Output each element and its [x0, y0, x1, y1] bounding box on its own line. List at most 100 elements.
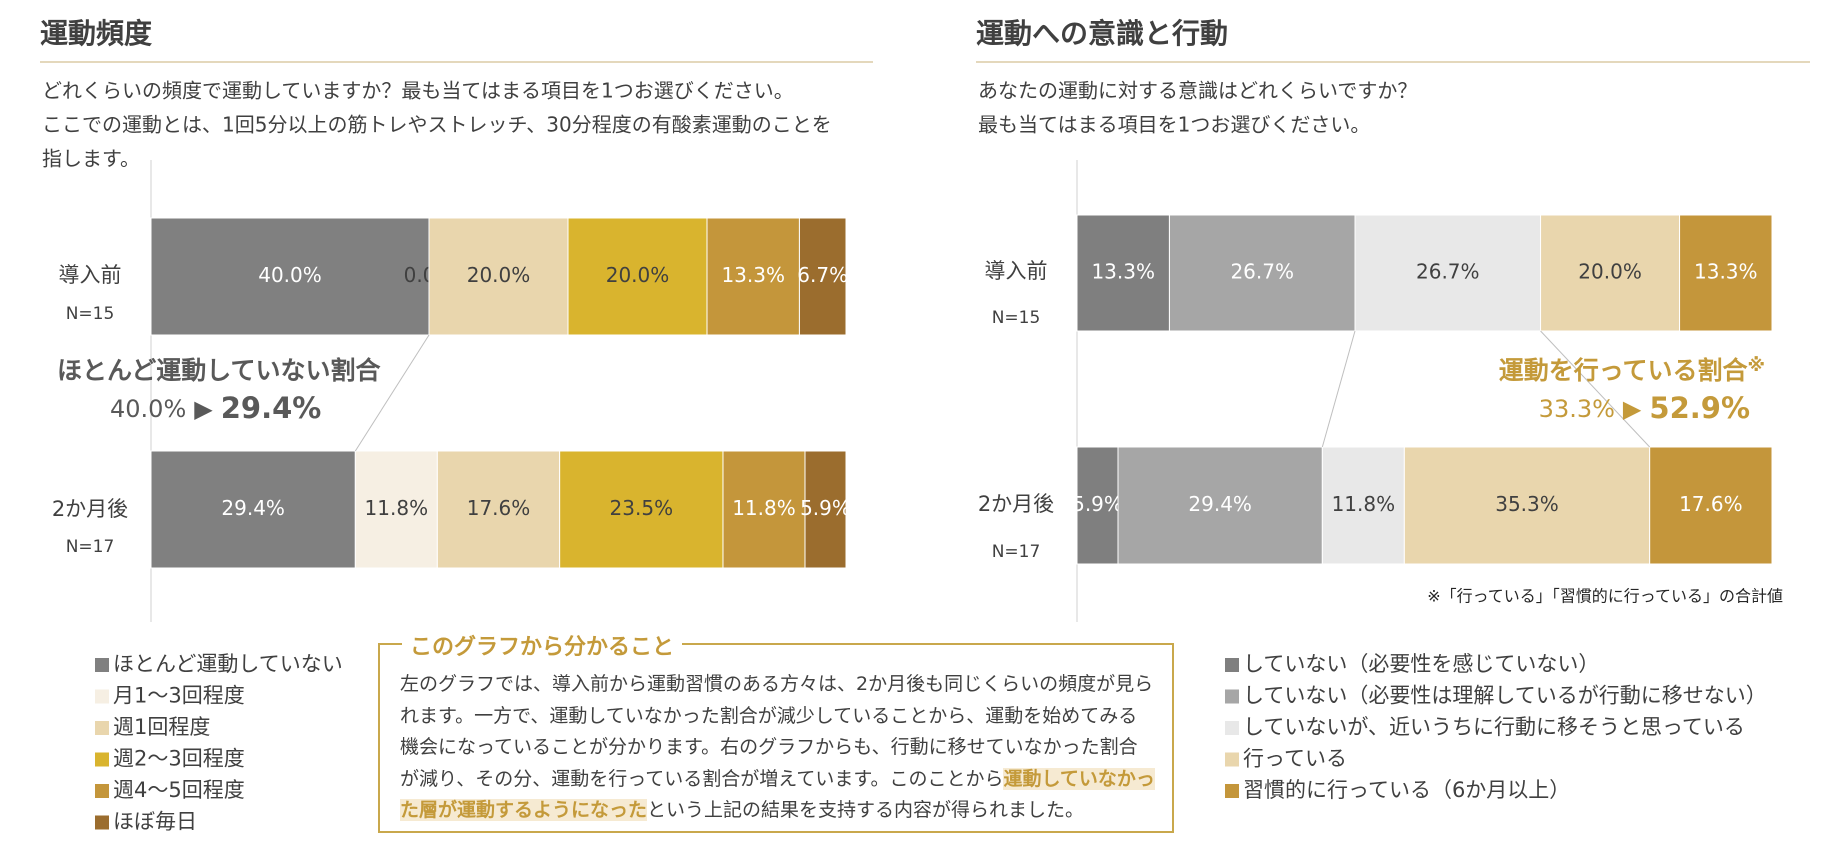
connector-line: [1540, 330, 1651, 448]
annotation-arrow: ▶: [194, 395, 213, 423]
legend-label: していない（必要性を感じていない）: [1243, 652, 1599, 676]
legend-swatch: [95, 815, 109, 830]
bar-segment: [1679, 214, 1773, 332]
value-label: 17.6%: [1679, 492, 1743, 516]
bar-segment: [150, 217, 430, 336]
question-text: ここでの運動とは、1回5分以上の筋トレやストレッチ、30分程度の有酸素運動のこと…: [42, 113, 832, 137]
bar-segment: [428, 217, 569, 336]
footnote: ※「行っている」「習慣的に行っている」の合計値: [1427, 587, 1783, 606]
value-label: 26.7%: [1230, 260, 1294, 284]
value-label: 35.3%: [1495, 492, 1559, 516]
value-label: 5.9%: [1072, 492, 1123, 516]
value-label: 17.6%: [467, 496, 531, 520]
category-label: 導入前: [59, 263, 122, 287]
annotation-arrow: ▶: [1623, 395, 1642, 423]
value-label: 6.7%: [797, 263, 848, 287]
value-label: 20.0%: [467, 263, 531, 287]
question-text: 最も当てはまる項目を1つお選びください。: [978, 113, 1370, 137]
question-text: 指します。: [42, 147, 140, 171]
summary-body: 左のグラフでは、導入前から運動習慣のある方々は、2か月後も同じくらいの頻度が見ら…: [400, 669, 1156, 827]
category-note: N=17: [66, 537, 115, 557]
value-label: 23.5%: [610, 496, 674, 520]
value-label: 13.3%: [1091, 260, 1155, 284]
summary-text: という上記の結果を支持する内容が得られました。: [647, 799, 1085, 821]
value-label: 29.4%: [1188, 492, 1252, 516]
value-label: 20.0%: [1578, 260, 1642, 284]
annotation-before: 40.0%: [110, 395, 186, 423]
question-text: どれくらいの頻度で運動していますか？最も当てはまる項目を1つお選びください。: [42, 79, 794, 103]
annotation-change: 40.0% ▶ 29.4%: [110, 391, 321, 425]
bar-segment: [1354, 214, 1542, 332]
bar-segment: [1076, 214, 1170, 332]
annotation-mark: ※: [1748, 355, 1766, 376]
annotation-title: 運動を行っている割合※: [1499, 355, 1765, 385]
category-label: 2か月後: [52, 497, 128, 521]
legend-label: 月1～3回程度: [113, 684, 245, 708]
legend-label: 行っている: [1243, 747, 1347, 771]
annotation-change: 33.3% ▶ 52.9%: [1539, 391, 1750, 425]
chart-title: 運動への意識と行動: [976, 17, 1228, 50]
legend-swatch: [95, 752, 109, 767]
annotation-title-text: ほとんど運動していない割合: [57, 356, 382, 385]
value-label: 11.8%: [1332, 492, 1396, 516]
value-label: 5.9%: [800, 496, 851, 520]
bar-segment: [1540, 214, 1681, 332]
summary-text: 左のグラフでは、導入前から運動習慣のある方々は、2か月後も同じくらいの頻度が見ら…: [400, 673, 1154, 790]
value-label: 11.8%: [732, 496, 796, 520]
bar-segment: [1168, 214, 1356, 332]
category-label: 2か月後: [978, 492, 1054, 516]
annotation-after: 52.9%: [1649, 391, 1750, 425]
bar-segment: [722, 450, 806, 569]
legend-label: ほぼ毎日: [113, 810, 197, 834]
legend-label: 週1回程度: [113, 715, 210, 739]
bar-segment: [798, 217, 847, 336]
annotation-title: ほとんど運動していない割合: [57, 356, 382, 385]
annotation-before: 33.3%: [1539, 395, 1615, 423]
summary-title: このグラフから分かること: [402, 629, 683, 661]
value-label: 13.3%: [721, 263, 785, 287]
bar-segment: [567, 217, 708, 336]
legend-label: していないが、近いうちに行動に移そうと思っている: [1243, 715, 1745, 739]
legend-swatch: [95, 689, 109, 704]
bar-segment: [1321, 446, 1405, 565]
value-label: 29.4%: [221, 496, 285, 520]
category-note: N=15: [992, 308, 1041, 328]
value-label: 26.7%: [1416, 260, 1480, 284]
legend-label: 週2～3回程度: [113, 747, 245, 771]
bar-segment: [559, 450, 724, 569]
question-text: あなたの運動に対する意識はどれくらいですか？: [978, 79, 1417, 103]
legend-swatch: [1225, 721, 1239, 735]
value-label: 40.0%: [258, 263, 322, 287]
legend-swatch: [95, 721, 109, 735]
value-label: 13.3%: [1694, 260, 1758, 284]
legend-swatch: [1225, 752, 1239, 767]
value-label: 11.8%: [365, 496, 429, 520]
legend-swatch: [95, 658, 109, 672]
annotation-after: 29.4%: [221, 391, 322, 425]
legend-swatch: [1225, 658, 1239, 672]
bar-segment: [1117, 446, 1323, 565]
bar-segment: [1403, 446, 1651, 565]
legend-label: ほとんど運動していない: [113, 652, 343, 676]
legend-label: 習慣的に行っている（6か月以上）: [1243, 778, 1570, 802]
connector-line: [354, 334, 430, 452]
legend-label: 週4～5回程度: [113, 778, 245, 802]
category-label: 導入前: [985, 259, 1048, 283]
legend-label: していない（必要性は理解しているが行動に移せない）: [1243, 684, 1767, 708]
annotation-title-text: 運動を行っている割合: [1499, 356, 1749, 385]
chart-title: 運動頻度: [40, 17, 152, 50]
value-label: 20.0%: [606, 263, 670, 287]
legend-swatch: [1225, 784, 1239, 798]
bar-segment: [1649, 446, 1773, 565]
category-note: N=17: [992, 542, 1041, 562]
summary-box: このグラフから分かること 左のグラフでは、導入前から運動習慣のある方々は、2か月…: [378, 629, 1174, 833]
bar-segment: [150, 450, 356, 569]
category-note: N=15: [66, 304, 115, 324]
bar-segment: [354, 450, 438, 569]
bar-segment: [804, 450, 847, 569]
bar-segment: [1076, 446, 1119, 565]
legend-swatch: [1225, 689, 1239, 704]
bar-segment: [706, 217, 800, 336]
